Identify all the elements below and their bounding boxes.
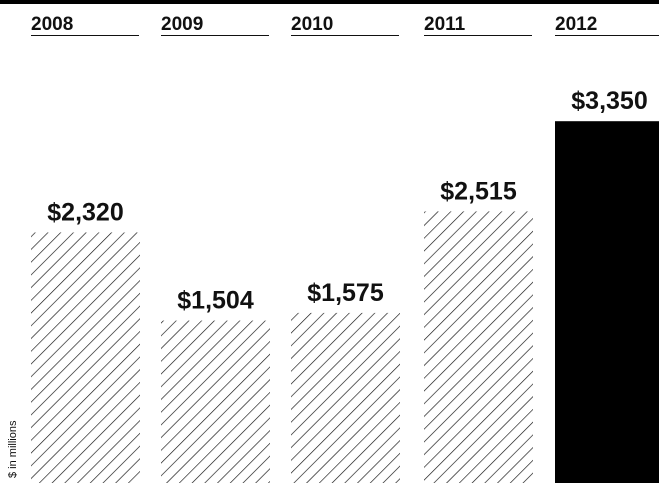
bar-2012 <box>555 121 659 483</box>
y-axis-unit-label: $ in millions <box>7 420 19 478</box>
value-label-2008: $2,320 <box>47 198 123 226</box>
value-label-2010: $1,575 <box>307 279 384 307</box>
value-label-2012: $3,350 <box>571 87 647 115</box>
value-labels: $2,320 $1,504 $1,575 $2,515 $3,350 <box>47 87 647 314</box>
year-label-2012: 2012 <box>555 14 597 35</box>
year-label-2010: 2010 <box>291 14 333 35</box>
bar-2011 <box>424 211 533 483</box>
bar-2010 <box>291 312 400 483</box>
top-rule <box>0 0 659 4</box>
bar-2008 <box>31 232 140 483</box>
year-label-2008: 2008 <box>31 14 73 35</box>
year-label-2011: 2011 <box>424 14 466 35</box>
bar-2009 <box>161 320 270 483</box>
year-label-2009: 2009 <box>161 14 203 35</box>
year-header: 2008 2009 2010 2011 2012 <box>31 14 659 36</box>
value-label-2011: $2,515 <box>440 177 517 205</box>
value-label-2009: $1,504 <box>177 287 254 315</box>
bars <box>31 121 659 483</box>
